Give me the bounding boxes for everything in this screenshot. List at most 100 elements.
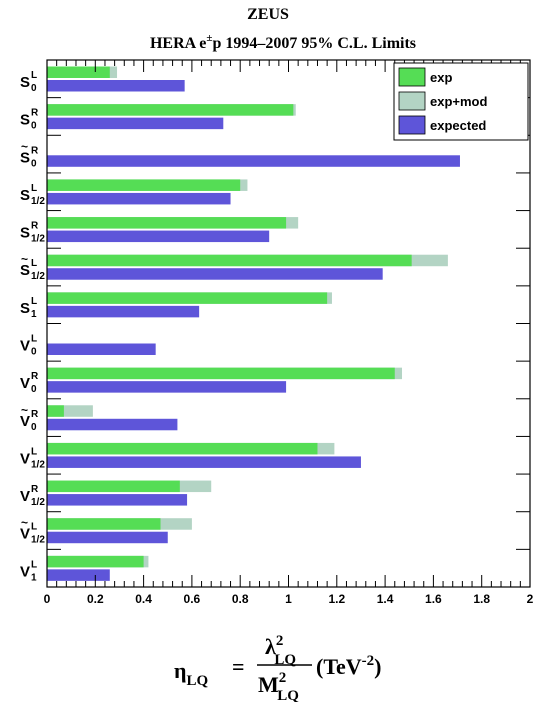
bar-expected — [47, 494, 188, 506]
x-tick-label: 1.2 — [328, 592, 345, 606]
category-label-sup: L — [31, 70, 37, 81]
category-label-sub: 0 — [31, 83, 37, 94]
bar-expected — [47, 305, 200, 318]
bar-expected — [47, 343, 156, 355]
category-label-tilde: ~ — [21, 403, 28, 417]
category-label: S — [20, 187, 30, 204]
category-label: V — [20, 488, 30, 505]
bar-exp — [47, 179, 241, 191]
category-label-sub: 1/2 — [31, 271, 45, 282]
category-label-sub: 0 — [31, 121, 37, 132]
bar-exp — [47, 66, 110, 78]
bar-exp — [47, 442, 318, 455]
category-label: V — [20, 563, 30, 580]
bar-exp — [47, 518, 161, 530]
bar-expected — [47, 155, 460, 167]
bar-expected — [47, 569, 110, 581]
category-labels: S L0S R0S~ R0S L1/2S R1/2S~ L1/2S L1V L0V R0V~ R0V… — [20, 70, 45, 583]
bar-expected — [47, 456, 361, 468]
x-axis-label: ηLQ = λ2 LQ M2 LQ (TeV-2) — [174, 633, 381, 702]
xlabel-numerator: λ2 LQ — [265, 633, 296, 668]
xlabel-denominator: M2 LQ — [258, 670, 299, 702]
category-label-sup: L — [31, 559, 37, 570]
legend-label: exp — [430, 70, 452, 85]
bar-exp — [47, 405, 64, 417]
x-tick-label: 2 — [527, 592, 534, 606]
chart-subtitle: HERA e±p 1994–2007 95% C.L. Limits — [150, 32, 416, 52]
bar-expected — [47, 381, 287, 393]
x-tick-label: 1.6 — [425, 592, 442, 606]
category-label-sup: L — [31, 446, 37, 457]
bar-exp — [47, 292, 328, 304]
bar-expected — [47, 192, 231, 205]
category-label-sub: 0 — [31, 384, 37, 395]
legend-swatch — [398, 67, 426, 87]
category-label-sub: 1/2 — [31, 535, 45, 546]
legend-label: exp+mod — [430, 94, 487, 109]
x-tick-label: 1 — [285, 592, 292, 606]
legend-swatch — [398, 91, 426, 111]
category-label: S — [20, 149, 30, 166]
category-label-sub: 0 — [31, 422, 37, 433]
x-tick-label: 1.8 — [473, 592, 490, 606]
x-tick-labels: 0 0.2 0.4 0.6 0.8 1 1.2 1.4 1.6 1.8 2 — [44, 592, 534, 606]
category-label-sup: R — [31, 409, 39, 420]
category-label: V — [20, 450, 30, 467]
bar-exp — [47, 217, 287, 229]
category-label-tilde: ~ — [21, 516, 28, 530]
chart-title: ZEUS — [247, 6, 289, 23]
legend-label: expected — [430, 118, 486, 133]
category-label-sup: L — [31, 183, 37, 194]
category-label: V — [20, 338, 30, 355]
category-label-sup: R — [31, 371, 39, 382]
category-label: S — [20, 300, 30, 317]
x-tick-label: 0.2 — [87, 592, 104, 606]
category-label: S — [20, 74, 30, 91]
category-label: V — [20, 526, 30, 543]
bars-layer — [47, 66, 460, 581]
x-tick-label: 0.4 — [135, 592, 152, 606]
bar-expected — [47, 230, 270, 243]
bar-expected — [47, 418, 178, 431]
bar-expected — [47, 80, 185, 92]
category-label-sup: L — [31, 334, 37, 345]
bar-exp — [47, 555, 144, 568]
bar-exp — [47, 367, 395, 380]
category-label-sup: R — [31, 145, 39, 156]
category-label-sub: 1/2 — [31, 497, 45, 508]
category-label-sub: 1/2 — [31, 459, 45, 470]
legend-swatch — [398, 115, 426, 135]
category-label-sub: 1/2 — [31, 234, 45, 245]
x-tick-label: 1.4 — [377, 592, 394, 606]
category-label-sup: R — [31, 484, 39, 495]
category-label-sub: 1/2 — [31, 196, 45, 207]
category-label: S — [20, 112, 30, 129]
category-label-sup: R — [31, 108, 39, 119]
category-label-sub: 0 — [31, 347, 37, 358]
category-label: S — [20, 262, 30, 279]
xlabel-eta: ηLQ — [174, 658, 209, 689]
bar-exp — [47, 480, 180, 493]
category-label-sup: L — [31, 522, 37, 533]
bar-exp — [47, 254, 412, 267]
category-label-sub: 0 — [31, 158, 37, 169]
bar-exp-mod — [47, 405, 93, 417]
category-label-sup: R — [31, 221, 39, 232]
x-tick-label: 0 — [44, 592, 51, 606]
category-label-sub: 1 — [31, 572, 37, 583]
category-label: S — [20, 225, 30, 242]
x-tick-label: 0.6 — [184, 592, 201, 606]
bar-expected — [47, 117, 224, 130]
legend: exp exp+mod expected — [393, 62, 529, 141]
bar-expected — [47, 268, 383, 280]
category-label-sup: L — [31, 296, 37, 307]
bar-exp — [47, 104, 294, 116]
category-label: V — [20, 375, 30, 392]
category-label-sub: 1 — [31, 309, 37, 320]
xlabel-equals: = — [232, 654, 245, 679]
x-tick-label: 0.8 — [232, 592, 249, 606]
bar-expected — [47, 531, 168, 544]
category-label: V — [20, 413, 30, 430]
category-label-sup: L — [31, 258, 37, 269]
